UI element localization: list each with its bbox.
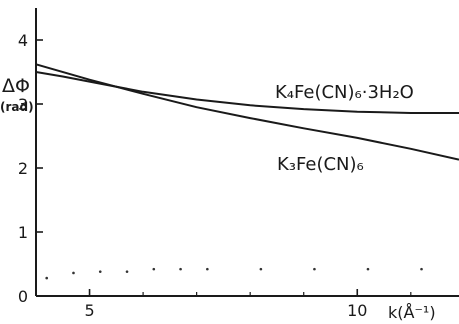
residual-points [45,267,423,280]
series-line-1 [35,63,459,161]
residual-point [206,267,209,271]
x-tick-label: 5 [84,301,94,320]
y-axis-label: ΔΦ [2,75,30,97]
series-label-k3fecn6: K₃Fe(CN)₆ [277,154,364,175]
axes [35,8,459,297]
residual-point [72,271,75,275]
residual-point [259,267,263,271]
x-tick-label: 10 [347,301,367,320]
y-tick-label: 4 [18,31,28,50]
series-label-k4fecn6: K₄Fe(CN)₆·3H₂O [275,82,414,103]
series-line-0 [35,71,459,114]
y-tick-label: 0 [18,287,28,306]
y-tick-label: 1 [18,223,28,242]
residual-point [420,267,423,271]
residual-point [125,270,129,273]
y-tick-label: 3 [18,95,28,114]
residual-point [313,267,316,271]
y-tick-label: 2 [18,159,28,178]
residual-point [152,267,156,271]
residual-point [45,276,49,280]
residual-point [179,267,182,271]
ticks: 0 1 2 3 4 5 10 [18,31,412,320]
x-axis-label: k(Å⁻¹) [388,303,436,322]
residual-point [366,267,370,271]
series [35,63,459,161]
y-axis-unit: (rad) [0,100,34,114]
residual-point [98,270,102,273]
